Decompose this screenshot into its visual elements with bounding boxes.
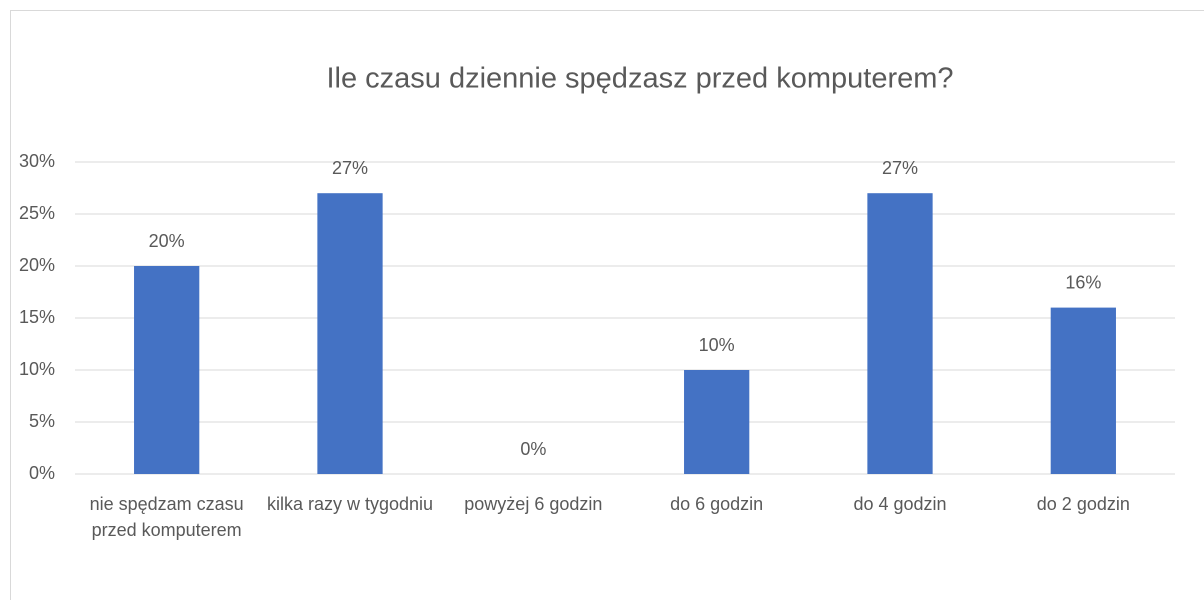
x-tick-label: do 2 godzin	[1036, 494, 1130, 514]
y-tick-label: 10%	[19, 359, 55, 379]
x-tick-label: kilka razy w tygodniu	[266, 494, 434, 514]
bar	[134, 266, 200, 474]
y-tick-label: 30%	[19, 151, 55, 171]
data-label: 16%	[1065, 272, 1101, 292]
x-tick-label: nie spędzam czasu przed komputerem	[89, 494, 244, 540]
data-label: 20%	[149, 231, 185, 251]
bar	[684, 370, 750, 474]
bar	[317, 193, 383, 474]
x-tick-label: do 6 godzin	[670, 494, 764, 514]
data-label: 27%	[882, 158, 918, 178]
y-tick-label: 5%	[29, 411, 55, 431]
y-tick-label: 25%	[19, 203, 55, 223]
y-tick-label: 20%	[19, 255, 55, 275]
x-tick-label: powyżej 6 godzin	[464, 494, 603, 514]
y-tick-label: 15%	[19, 307, 55, 327]
chart-title: Ile czasu dziennie spędzasz przed komput…	[326, 63, 953, 95]
y-tick-label: 0%	[29, 463, 55, 483]
bar	[867, 193, 933, 474]
data-label: 27%	[332, 158, 368, 178]
bar	[1050, 307, 1116, 474]
x-tick-label: do 4 godzin	[853, 494, 947, 514]
data-label: 0%	[520, 439, 546, 459]
data-label: 10%	[699, 335, 735, 355]
chart-border	[10, 10, 1204, 600]
